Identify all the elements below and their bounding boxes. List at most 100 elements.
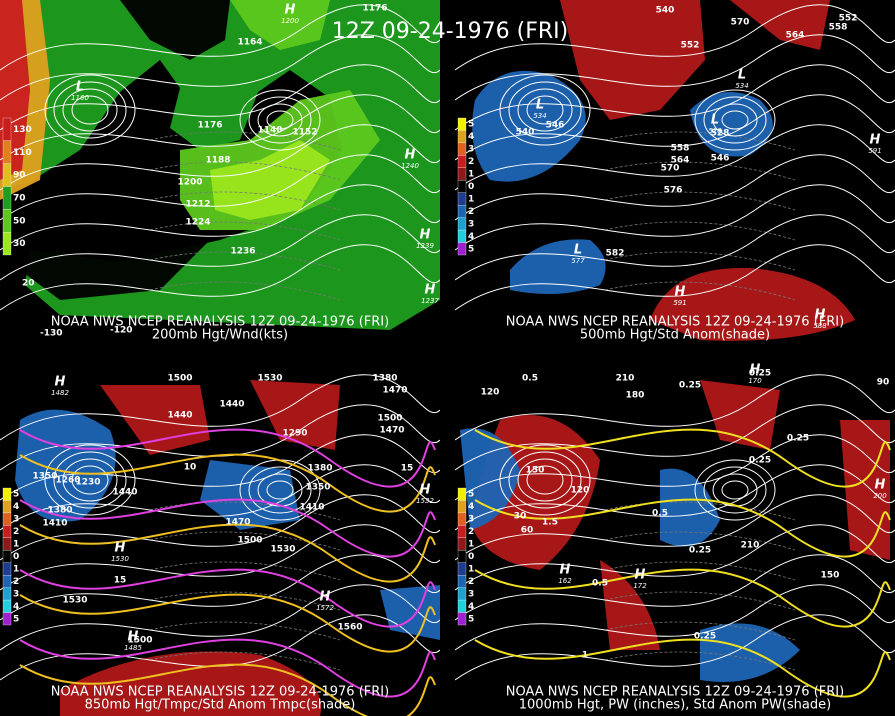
contour-label: 1 xyxy=(582,651,588,661)
colorbar-label: 4 xyxy=(13,502,19,512)
contour-label: 0.25 xyxy=(679,381,701,391)
pressure-value: 1239 xyxy=(416,242,434,250)
contour-line xyxy=(0,584,440,651)
state-border xyxy=(149,131,341,151)
contour-label: 10 xyxy=(184,463,197,473)
pressure-value: 591 xyxy=(673,299,686,307)
colorbar-label: 1 xyxy=(468,564,474,574)
contour-line xyxy=(0,374,440,441)
contour-ring xyxy=(721,480,749,500)
contour-label: 540 xyxy=(656,6,675,16)
pressure-value: 1237 xyxy=(421,297,439,305)
colorbar-label: 30 xyxy=(13,239,26,249)
colorbar-swatch xyxy=(457,575,467,588)
pressure-symbol: H xyxy=(560,563,571,578)
colorbar-swatch xyxy=(2,575,12,588)
contour-line xyxy=(455,404,895,471)
colorbar-swatch xyxy=(457,180,467,193)
contour-ring xyxy=(517,458,573,502)
contour-line xyxy=(0,34,440,101)
panel-subtitle: 1000mb Hgt, PW (inches), Std Anom PW(sha… xyxy=(519,698,831,713)
contour-label: 15 xyxy=(114,576,127,586)
contour-label: 1470 xyxy=(225,518,250,528)
contour-label: 1176 xyxy=(197,121,222,131)
contour-ring xyxy=(248,96,312,144)
contour-label: 1440 xyxy=(167,411,192,421)
main-title: 12Z 09-24-1976 (FRI) xyxy=(332,19,569,44)
colorbar-swatch xyxy=(2,612,12,626)
contour-ring xyxy=(44,74,136,146)
colorbar-swatch xyxy=(457,562,467,576)
contour-ring xyxy=(526,95,564,125)
colorbar-swatch xyxy=(457,229,467,243)
contour-label: 528 xyxy=(711,129,730,139)
contour-ring xyxy=(703,466,767,514)
colorbar-label: 3 xyxy=(468,219,474,229)
colorbar-swatch xyxy=(2,562,12,576)
contour-line xyxy=(0,154,440,221)
contour-label: 150 xyxy=(821,571,840,581)
colorbar-label: 1 xyxy=(468,194,474,204)
contour-label: 0.25 xyxy=(749,456,771,466)
state-border xyxy=(604,281,796,301)
colorbar-label: 2 xyxy=(468,207,474,217)
panel-source: NOAA NWS NCEP REANALYSIS 12Z 09-24-1976 … xyxy=(51,685,389,700)
pressure-symbol: L xyxy=(738,68,746,83)
state-border xyxy=(149,191,341,211)
contour-label: 1470 xyxy=(382,386,407,396)
contour-label: 0.5 xyxy=(652,509,668,519)
shaded-field xyxy=(230,0,330,50)
colorbar-swatch xyxy=(2,500,12,514)
pressure-value: 528 xyxy=(708,127,722,135)
pressure-symbol: H xyxy=(55,375,66,390)
pressure-symbol: H xyxy=(635,568,646,583)
pressure-symbol: L xyxy=(76,80,84,95)
axis-label: -120 xyxy=(110,326,133,336)
isotherm-line xyxy=(474,568,891,628)
contour-label: 1530 xyxy=(270,545,295,555)
colorbar-label: 0 xyxy=(468,552,474,562)
contour-label: 1200 xyxy=(177,178,202,188)
colorbar-swatch xyxy=(457,599,467,613)
pressure-symbol: L xyxy=(536,98,544,113)
colorbar-label: 5 xyxy=(468,120,474,130)
shaded-field xyxy=(730,0,830,50)
state-border xyxy=(604,591,796,611)
contour-ring xyxy=(62,458,118,502)
colorbar-swatch xyxy=(2,550,12,563)
colorbar-swatch xyxy=(457,217,467,231)
pressure-symbol: H xyxy=(420,228,431,243)
contour-label: 1224 xyxy=(185,218,210,228)
colorbar-label: 3 xyxy=(468,515,474,525)
colorbar-label: 3 xyxy=(468,589,474,599)
contour-line xyxy=(0,464,440,531)
contour-line xyxy=(455,154,895,221)
pressure-value: 1200 xyxy=(281,17,299,25)
colorbar-label: 4 xyxy=(468,232,474,242)
colorbar-swatch xyxy=(2,512,12,526)
isotherm-line xyxy=(19,663,436,716)
contour-line xyxy=(455,614,895,681)
contour-label: 1410 xyxy=(42,519,67,529)
contour-label: 1164 xyxy=(237,38,262,48)
isotherm-line xyxy=(19,593,436,653)
contour-label: 576 xyxy=(664,186,683,196)
isotherm-line xyxy=(474,498,891,558)
panel-subtitle: 500mb Hgt/Std Anom(shade) xyxy=(580,328,770,343)
colorbar-swatch xyxy=(457,550,467,563)
shaded-field xyxy=(660,468,720,547)
colorbar-swatch xyxy=(2,232,12,256)
state-border xyxy=(149,561,341,581)
contour-label: 1500 xyxy=(237,536,262,546)
state-border xyxy=(604,561,796,581)
colorbar-label: 1 xyxy=(468,170,474,180)
colorbar-label: 5 xyxy=(468,614,474,624)
isotherm-line xyxy=(474,428,891,488)
map-layer xyxy=(0,374,440,716)
contour-ring xyxy=(517,88,573,132)
isotherm-line xyxy=(19,523,436,583)
pressure-value: 1572 xyxy=(316,604,334,612)
colorbar-swatch xyxy=(457,155,467,168)
